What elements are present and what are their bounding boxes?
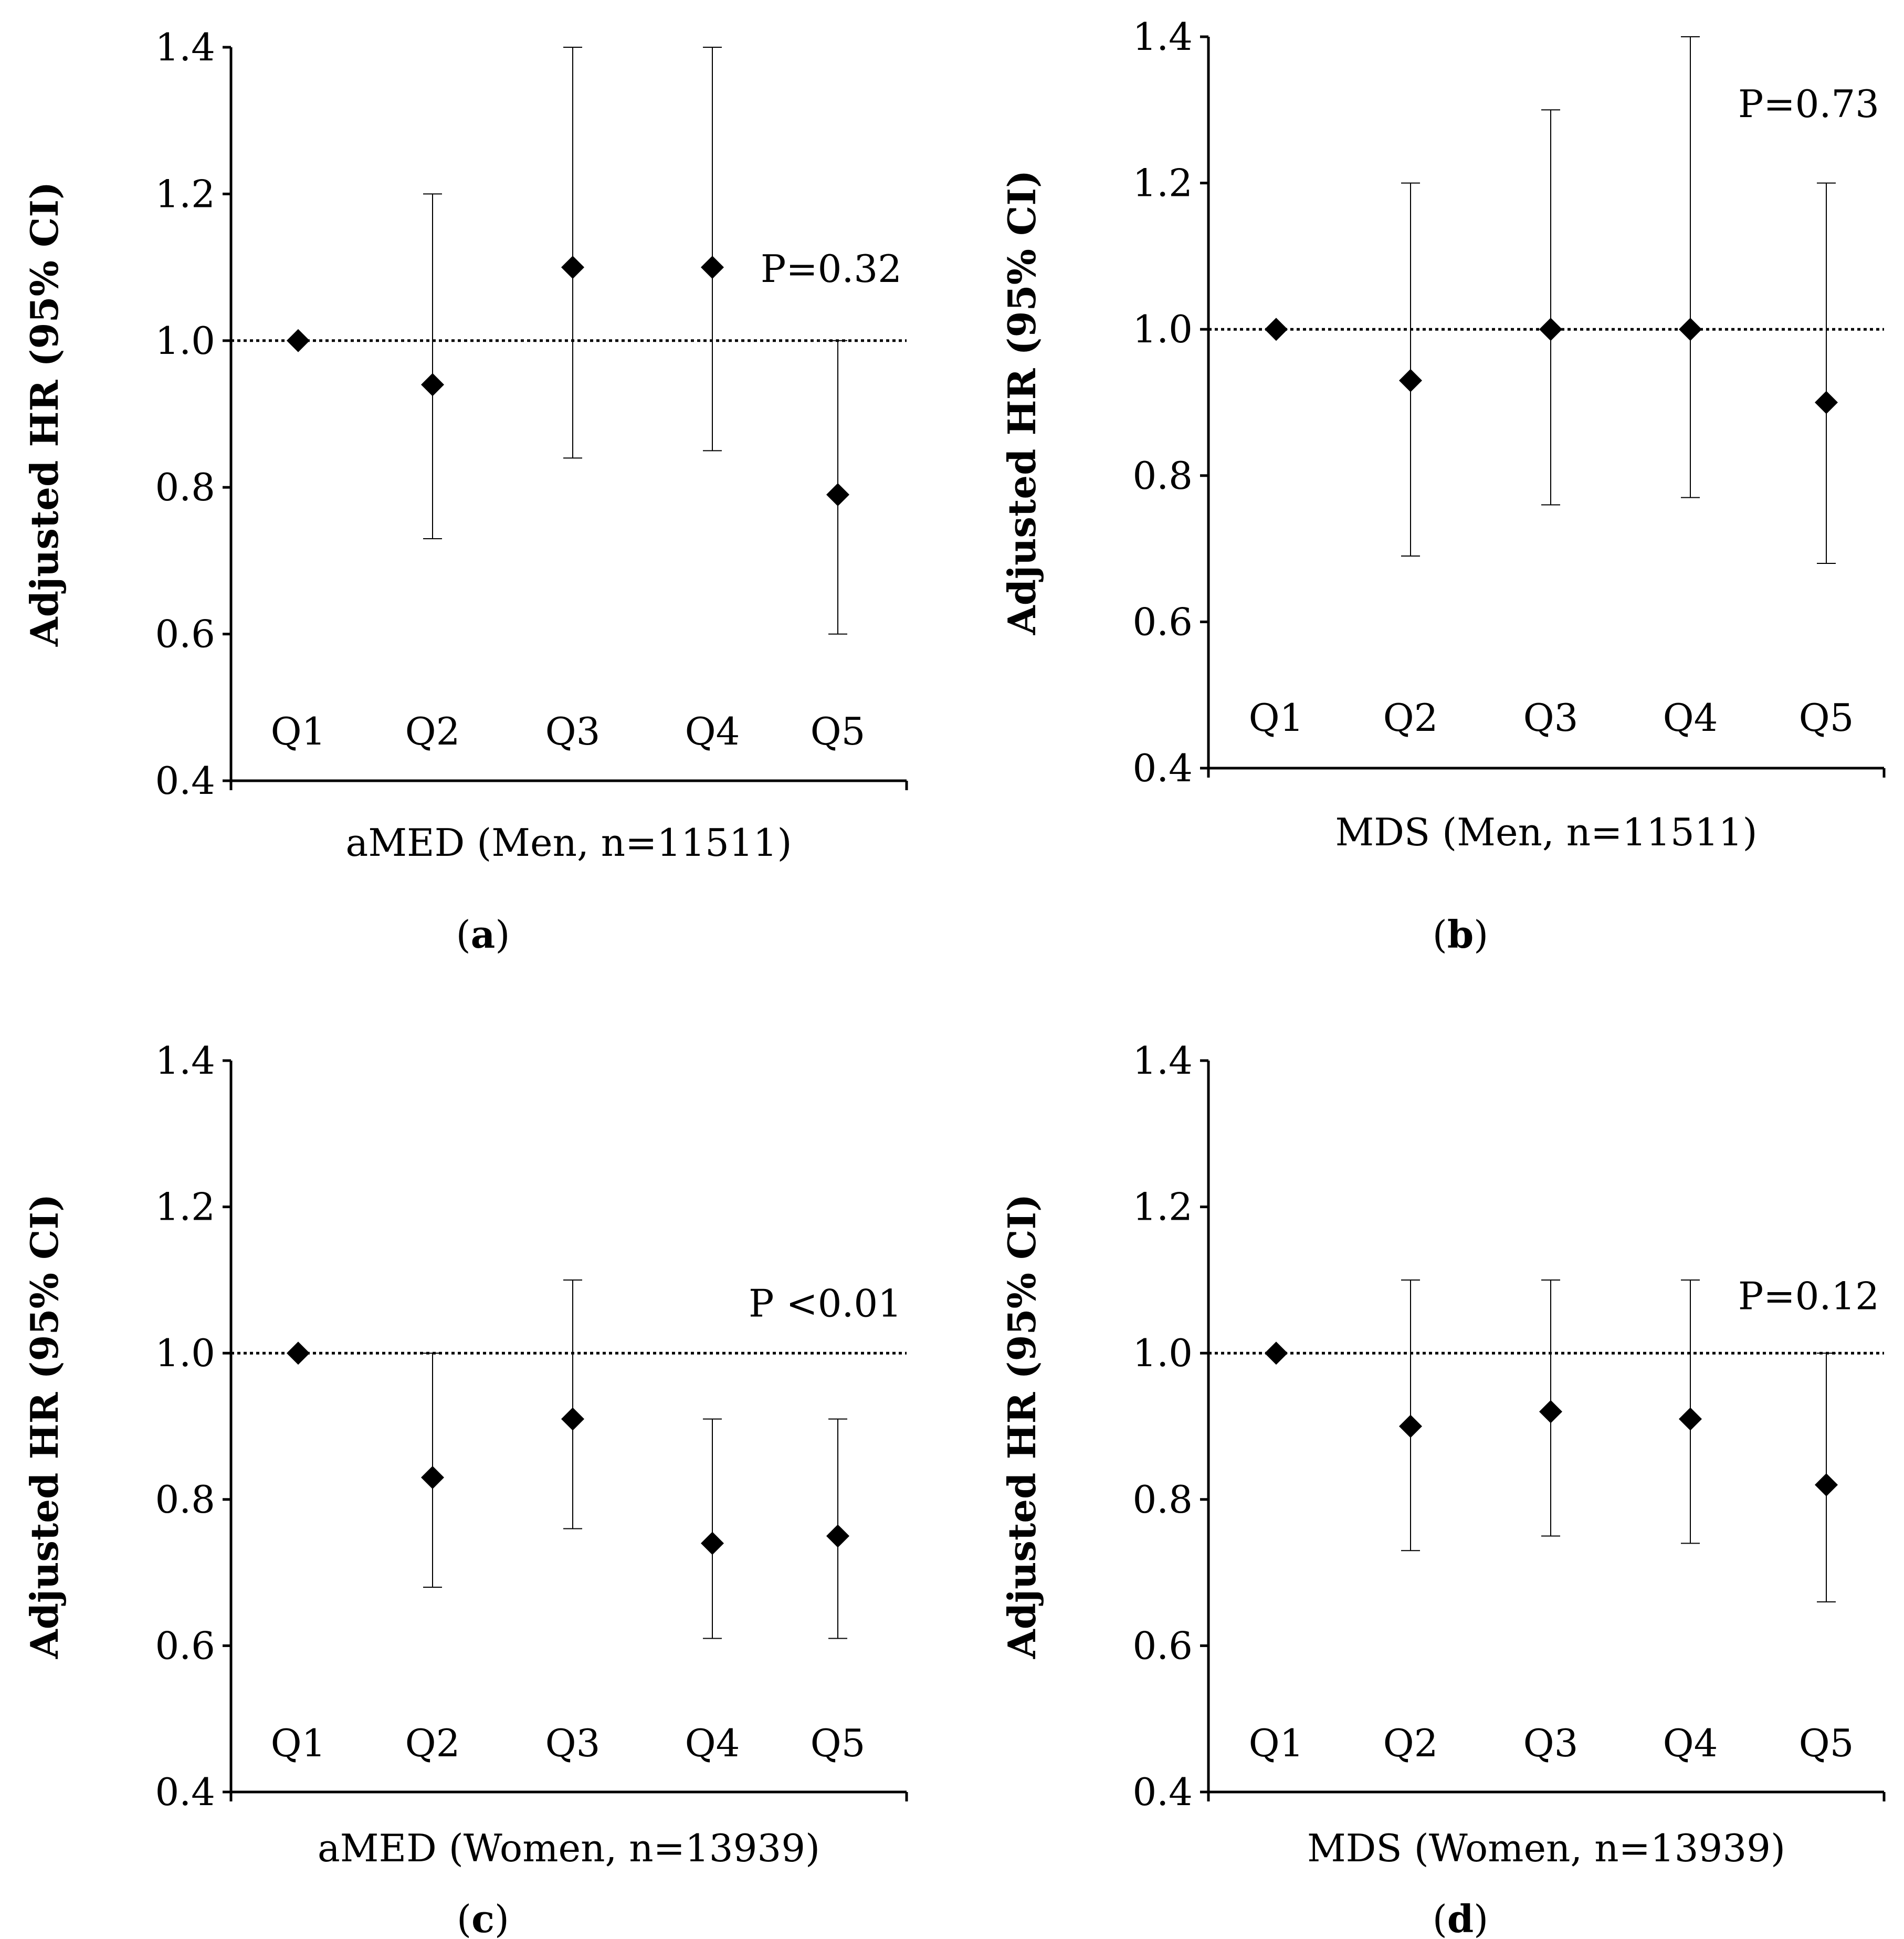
category-label-q2: Q2 xyxy=(1383,696,1438,740)
p-value-annotation: P=0.12 xyxy=(1738,1274,1879,1318)
category-label-q1: Q1 xyxy=(271,1721,326,1765)
chart-panel-a: 0.4 0.6 0.8 1.0 1.2 1.4 Q1 Q2 Q3 Q4 Q5 P=0.32 aMED (… xyxy=(22,25,908,957)
y-tick-label: 0.6 xyxy=(155,1623,215,1668)
p-value-annotation: P=0.73 xyxy=(1738,82,1879,126)
y-tick-label: 1.0 xyxy=(1132,1331,1193,1375)
y-tick-label: 0.6 xyxy=(1132,600,1193,644)
point-q5 xyxy=(1815,1473,1838,1496)
y-tick-label: 0.8 xyxy=(1132,454,1193,498)
y-tick-label: 0.4 xyxy=(155,1770,215,1814)
x-axis-label: aMED (Women, n=13939) xyxy=(318,1826,820,1870)
p-value-annotation: P=0.32 xyxy=(761,247,902,291)
y-axis-label: Adjusted HR (95% CI) xyxy=(22,1194,67,1659)
y-tick-label: 0.4 xyxy=(155,759,215,803)
point-q5 xyxy=(826,1524,849,1548)
panel-label: (a) xyxy=(456,912,510,957)
point-q1 xyxy=(1265,1341,1288,1365)
chart-panel-c: 0.4 0.6 0.8 1.0 1.2 1.4 Q1 Q2 Q3 Q4 Q5 P <0.01 aMED … xyxy=(22,1039,908,1939)
point-q2 xyxy=(1399,369,1422,392)
y-axis-label: Adjusted HR (95% CI) xyxy=(22,182,67,647)
point-q4 xyxy=(701,256,724,279)
category-label-q4: Q4 xyxy=(1663,1721,1718,1765)
category-label-q2: Q2 xyxy=(405,1721,460,1765)
y-tick-label: 0.8 xyxy=(155,1477,215,1522)
p-value-annotation: P <0.01 xyxy=(749,1282,902,1326)
y-tick-label: 0.6 xyxy=(1132,1623,1193,1668)
y-tick-label: 1.2 xyxy=(155,1185,215,1229)
y-tick-label: 1.0 xyxy=(1132,307,1193,351)
y-tick-label: 1.4 xyxy=(1132,15,1193,59)
y-tick-label: 1.4 xyxy=(155,25,215,69)
y-axis-label: Adjusted HR (95% CI) xyxy=(1000,170,1044,635)
point-q2 xyxy=(1399,1414,1422,1438)
category-label-q3: Q3 xyxy=(1523,696,1579,740)
y-tick-label: 1.4 xyxy=(1132,1039,1193,1083)
point-q1 xyxy=(1265,318,1288,341)
x-axis-label: MDS (Women, n=13939) xyxy=(1307,1826,1785,1870)
y-tick-label: 0.4 xyxy=(1132,746,1193,790)
point-q3 xyxy=(1539,318,1562,341)
point-q1 xyxy=(287,329,310,352)
category-label-q5: Q5 xyxy=(811,1721,866,1765)
point-q5 xyxy=(826,483,849,507)
category-label-q5: Q5 xyxy=(811,709,866,753)
category-label-q4: Q4 xyxy=(685,1721,740,1765)
category-label-q4: Q4 xyxy=(1663,696,1718,740)
chart-panel-b: 0.4 0.6 0.8 1.0 1.2 1.4 Q1 Q2 Q3 Q4 Q5 P=0.73 MDS (M… xyxy=(1000,15,1886,957)
panel-label: (c) xyxy=(457,1896,509,1939)
panel-label: (b) xyxy=(1433,912,1489,957)
point-q4 xyxy=(1679,1407,1702,1431)
category-label-q3: Q3 xyxy=(545,1721,601,1765)
point-q4 xyxy=(701,1532,724,1555)
y-tick-label: 1.2 xyxy=(1132,161,1193,205)
y-tick-label: 1.0 xyxy=(155,1331,215,1375)
category-label-q2: Q2 xyxy=(1383,1721,1438,1765)
x-axis-label: MDS (Men, n=11511) xyxy=(1335,810,1757,854)
point-q2 xyxy=(421,1466,444,1490)
y-tick-label: 0.4 xyxy=(1132,1770,1193,1814)
y-tick-label: 1.4 xyxy=(155,1039,215,1083)
y-tick-label: 1.2 xyxy=(1132,1185,1193,1229)
panel-label: (d) xyxy=(1433,1896,1489,1939)
category-label-q1: Q1 xyxy=(1249,696,1304,740)
point-q2 xyxy=(421,373,444,396)
point-q3 xyxy=(561,256,584,279)
y-axis-label: Adjusted HR (95% CI) xyxy=(1000,1194,1044,1659)
category-label-q2: Q2 xyxy=(405,709,460,753)
category-label-q3: Q3 xyxy=(1523,1721,1579,1765)
point-q5 xyxy=(1815,391,1838,414)
category-label-q3: Q3 xyxy=(545,709,601,753)
category-label-q5: Q5 xyxy=(1799,696,1854,740)
y-tick-label: 0.8 xyxy=(155,465,215,509)
category-label-q1: Q1 xyxy=(271,709,326,753)
point-q3 xyxy=(1539,1400,1562,1423)
point-q4 xyxy=(1679,318,1702,341)
y-tick-label: 0.6 xyxy=(155,612,215,656)
y-tick-label: 1.2 xyxy=(155,172,215,216)
y-tick-label: 1.0 xyxy=(155,319,215,363)
category-label-q5: Q5 xyxy=(1799,1721,1854,1765)
x-axis-label: aMED (Men, n=11511) xyxy=(345,821,792,865)
chart-panel-d: 0.4 0.6 0.8 1.0 1.2 1.4 Q1 Q2 Q3 Q4 Q5 P=0.12 MDS (W… xyxy=(1000,1039,1886,1939)
point-q1 xyxy=(287,1341,310,1365)
y-tick-label: 0.8 xyxy=(1132,1477,1193,1522)
point-q3 xyxy=(561,1407,584,1431)
category-label-q1: Q1 xyxy=(1249,1721,1304,1765)
category-label-q4: Q4 xyxy=(685,709,740,753)
